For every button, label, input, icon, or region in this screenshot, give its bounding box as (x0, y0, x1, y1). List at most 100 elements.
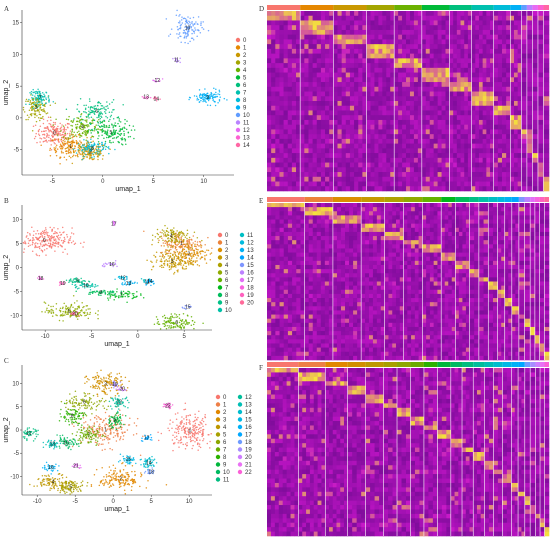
data-point (53, 242, 55, 244)
data-point (84, 421, 87, 423)
data-point (195, 437, 197, 440)
heatmap-cell (275, 91, 280, 97)
data-point (110, 294, 112, 296)
data-point (121, 282, 124, 284)
data-point (86, 156, 88, 158)
data-point (47, 304, 50, 307)
data-point (182, 443, 184, 446)
heatmap-cell (283, 119, 289, 125)
data-point (223, 97, 226, 100)
heatmap-cell (287, 39, 293, 45)
data-point (103, 106, 105, 109)
data-point (187, 16, 189, 18)
data-point (36, 91, 39, 93)
data-point (72, 488, 75, 490)
data-point (204, 258, 206, 261)
data-point (175, 234, 178, 236)
data-point (174, 251, 177, 254)
cluster-label: 19 (112, 382, 118, 388)
data-point (57, 132, 60, 135)
data-point (37, 116, 40, 119)
data-point (179, 425, 181, 428)
data-point (186, 246, 188, 248)
data-point (173, 273, 175, 275)
heatmap-cell (267, 101, 272, 107)
data-point (197, 442, 199, 444)
data-point (35, 120, 38, 123)
data-point (108, 419, 110, 421)
data-point (28, 116, 30, 119)
data-point (193, 231, 196, 234)
data-point (43, 140, 45, 142)
data-point (180, 262, 182, 264)
data-point (177, 236, 180, 238)
heatmap-cell (291, 53, 297, 59)
data-point (77, 155, 79, 158)
data-point (94, 283, 97, 286)
data-point (81, 122, 83, 125)
heatmap-cell (279, 20, 284, 26)
data-point (83, 151, 85, 153)
data-point (101, 382, 104, 384)
data-point (49, 129, 52, 131)
heatmap-cell (279, 48, 284, 54)
data-point (117, 135, 119, 138)
data-point (162, 315, 164, 318)
heatmap-cell (296, 101, 301, 107)
data-point (64, 420, 67, 422)
data-point (88, 143, 91, 146)
data-point (196, 97, 199, 99)
data-point (206, 249, 208, 251)
data-point (102, 125, 104, 128)
data-point (140, 472, 142, 474)
data-point (166, 230, 168, 233)
data-point (51, 133, 54, 135)
data-point (103, 119, 106, 122)
cluster-label: 18 (148, 469, 154, 475)
data-point (194, 422, 197, 425)
data-point (48, 122, 50, 125)
heatmap-cell (271, 53, 276, 59)
data-point (136, 282, 139, 284)
data-point (197, 254, 199, 256)
data-point (54, 245, 57, 247)
data-point (123, 130, 125, 132)
cluster-label: 5 (68, 309, 71, 315)
data-point (175, 432, 178, 434)
data-point (175, 435, 178, 438)
data-point (120, 143, 123, 145)
data-point (92, 147, 94, 150)
data-point (196, 443, 199, 446)
data-point (83, 421, 85, 424)
data-point (45, 97, 47, 99)
data-point (88, 404, 91, 407)
data-point (196, 263, 199, 266)
data-point (202, 439, 204, 442)
heatmap-cell (275, 67, 280, 73)
data-point (71, 409, 74, 411)
data-point (69, 316, 71, 318)
data-point (118, 395, 120, 397)
data-point (112, 126, 114, 129)
legend-key (217, 255, 223, 260)
cluster-label: 20 (120, 387, 126, 393)
data-point (122, 435, 125, 437)
data-point (65, 142, 67, 145)
heatmap-cell (279, 44, 284, 50)
data-point (156, 228, 159, 231)
data-point (153, 282, 155, 285)
data-point (165, 248, 167, 251)
data-point (125, 275, 128, 278)
legend-key (235, 60, 241, 65)
data-point (63, 302, 65, 305)
data-point (57, 228, 59, 230)
data-point (44, 227, 47, 229)
data-point (89, 385, 92, 388)
data-point (52, 100, 55, 103)
heatmap-cell (296, 25, 301, 31)
data-point (99, 153, 101, 156)
data-point (93, 378, 96, 381)
heatmap-cell (287, 129, 293, 135)
legend-label: 10 (225, 308, 232, 314)
